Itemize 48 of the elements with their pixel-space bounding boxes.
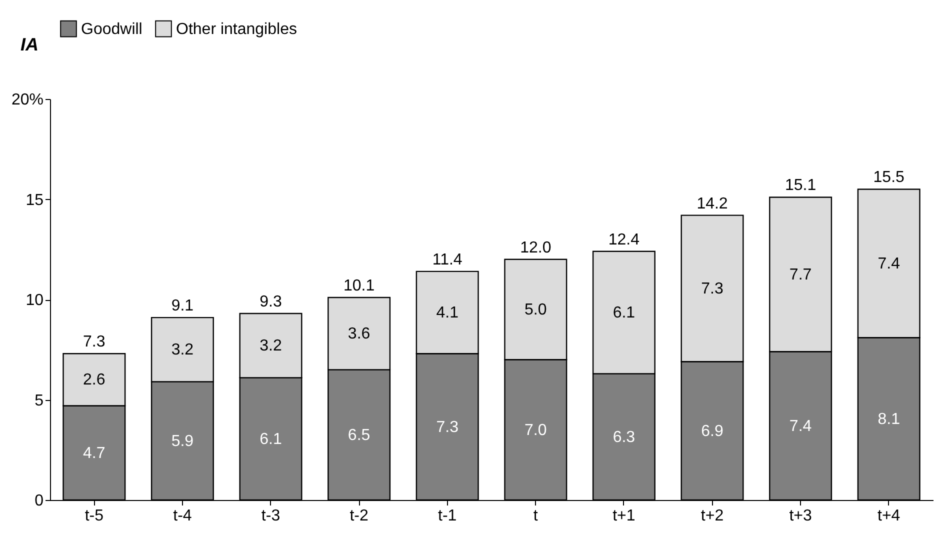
data-label: 6.5 [348, 426, 370, 444]
x-tick-label: t+4 [878, 508, 900, 524]
total-label: 9.3 [260, 294, 282, 311]
data-label: 4.7 [83, 444, 106, 462]
x-tick-label: t-2 [350, 508, 368, 524]
x-tick-label: t-3 [261, 508, 280, 524]
legend-label: Other intangibles [176, 20, 297, 38]
total-label: 12.4 [608, 231, 640, 248]
x-tick-label: t-4 [173, 508, 192, 524]
total-label: 11.4 [432, 251, 462, 268]
x-tick-label: t [533, 508, 538, 524]
total-label: 14.2 [696, 195, 728, 212]
data-label: 3.6 [348, 326, 370, 343]
data-label: 3.2 [260, 338, 282, 355]
data-label: 8.1 [878, 410, 900, 428]
data-label: 7.4 [789, 418, 812, 435]
total-label: 15.1 [784, 177, 816, 194]
data-label: 5.0 [524, 302, 547, 319]
data-label: 7.7 [789, 266, 812, 284]
data-label: 7.4 [878, 255, 900, 272]
total-label: 15.5 [873, 169, 905, 186]
y-tick-label: 20% [11, 92, 44, 108]
total-label: 10.1 [343, 277, 375, 294]
data-label: 6.3 [612, 428, 636, 446]
y-tick-label: 0 [34, 492, 44, 510]
data-label: 2.6 [83, 372, 106, 389]
total-label: 12.0 [520, 239, 552, 256]
data-label: 6.1 [612, 304, 636, 322]
x-tick-label: t-5 [84, 508, 104, 524]
x-tick-label: t-1 [438, 508, 457, 524]
x-tick-label: t+1 [612, 508, 636, 524]
x-tick-label: t+2 [700, 508, 724, 524]
data-label: 6.9 [701, 422, 724, 440]
data-label: 7.3 [436, 418, 459, 436]
y-tick-label: 5 [34, 392, 44, 410]
y-axis-title: IA [20, 34, 38, 54]
data-label: 7.3 [701, 280, 724, 298]
data-label: 7.0 [524, 422, 547, 439]
total-label: 9.1 [171, 298, 194, 315]
data-label: 4.1 [436, 304, 459, 322]
y-tick-label: 10 [26, 292, 44, 309]
total-label: 7.3 [83, 334, 106, 351]
data-label: 6.1 [260, 430, 282, 448]
data-label: 3.2 [171, 342, 194, 359]
data-label: 5.9 [171, 432, 194, 450]
y-tick-label: 15 [26, 192, 44, 209]
x-tick-label: t+3 [789, 508, 812, 524]
legend-label: Goodwill [81, 20, 142, 38]
